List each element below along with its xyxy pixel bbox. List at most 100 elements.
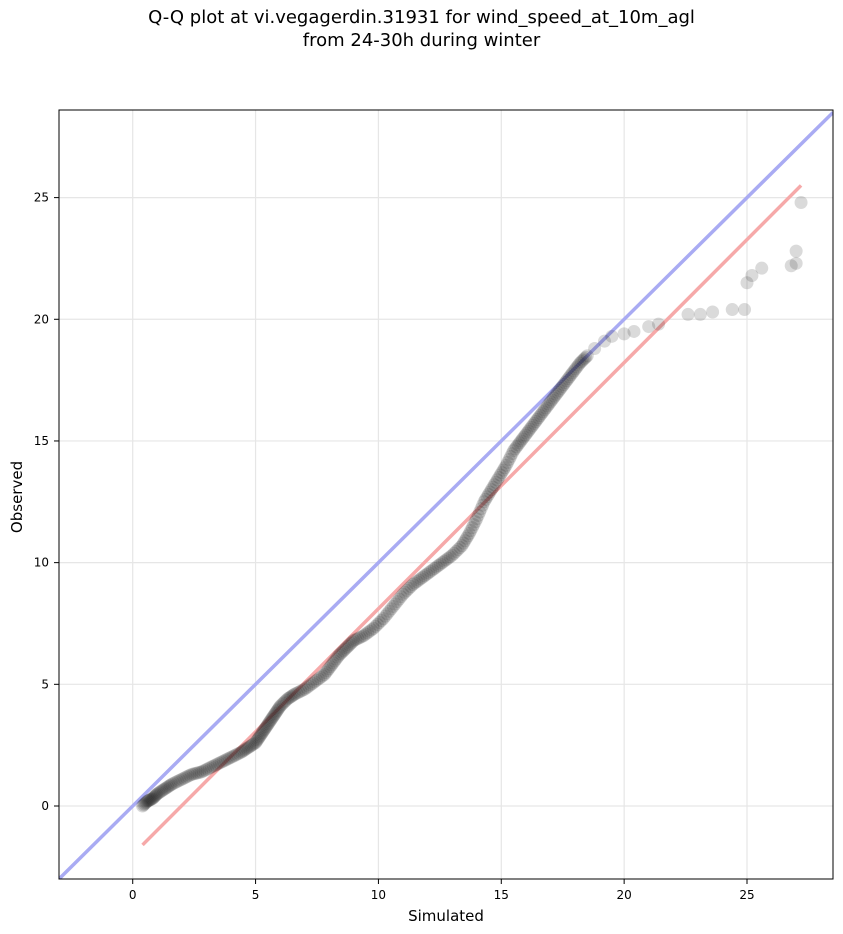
data-point <box>529 414 543 428</box>
data-point <box>508 442 522 456</box>
data-point <box>355 630 369 644</box>
data-point <box>384 602 398 616</box>
data-point <box>517 430 531 444</box>
data-point <box>241 741 255 755</box>
data-point <box>349 633 363 647</box>
data-point <box>243 740 257 754</box>
data-point <box>365 623 379 637</box>
data-point <box>169 775 183 789</box>
data-point <box>414 572 428 586</box>
data-point <box>249 736 263 750</box>
data-point <box>555 379 569 393</box>
data-point <box>558 376 572 390</box>
data-point <box>474 502 488 516</box>
data-point <box>418 569 432 583</box>
data-point <box>394 590 408 604</box>
data-point <box>557 378 571 392</box>
data-point <box>300 681 314 695</box>
y-tick-label: 0 <box>41 799 49 813</box>
x-tick-label: 10 <box>371 888 386 902</box>
data-point <box>563 370 577 384</box>
data-point <box>363 624 377 638</box>
data-point <box>486 480 500 494</box>
data-point <box>540 399 554 413</box>
data-point <box>510 440 524 454</box>
data-point <box>191 766 205 780</box>
data-point <box>257 723 271 737</box>
data-point <box>433 557 447 571</box>
chart-title-line-1: Q-Q plot at vi.vegagerdin.31931 for wind… <box>148 7 695 28</box>
data-point <box>173 773 187 787</box>
data-point <box>282 691 296 705</box>
x-tick-label: 5 <box>252 888 260 902</box>
data-point <box>138 796 152 810</box>
data-point <box>512 436 526 450</box>
data-point <box>542 397 556 411</box>
data-point <box>204 760 218 774</box>
axis-ticks: 0 5 10 15 20 25 0 5 10 15 20 25 <box>34 191 755 902</box>
x-tick-label: 20 <box>617 888 632 902</box>
data-point <box>220 752 234 766</box>
data-point <box>484 483 498 497</box>
data-point <box>404 579 418 593</box>
data-point <box>560 374 574 388</box>
data-point <box>251 733 265 747</box>
data-point <box>238 743 252 757</box>
data-point <box>276 696 290 710</box>
data-point <box>566 366 580 380</box>
data-point <box>146 791 160 805</box>
data-point <box>279 693 293 707</box>
data-point <box>361 626 375 640</box>
identity-line <box>59 111 833 879</box>
data-point <box>267 708 281 722</box>
data-point <box>392 592 406 606</box>
y-tick-label: 20 <box>34 312 49 326</box>
data-point <box>458 534 472 548</box>
data-point <box>422 566 436 580</box>
data-point <box>580 349 594 363</box>
data-point <box>402 581 416 595</box>
data-point <box>328 654 342 668</box>
data-point <box>465 521 479 535</box>
data-point <box>265 711 279 725</box>
data-point <box>246 738 260 752</box>
data-point <box>487 478 501 492</box>
data-point <box>153 785 167 799</box>
grid-lines <box>59 110 833 879</box>
data-point <box>479 492 493 506</box>
data-point <box>545 393 559 407</box>
data-point <box>183 768 197 782</box>
data-point <box>310 673 324 687</box>
data-point <box>252 731 266 745</box>
data-point <box>319 666 333 680</box>
x-tick-label: 15 <box>494 888 509 902</box>
data-point <box>499 458 513 472</box>
data-point <box>283 690 297 704</box>
data-point <box>234 745 248 759</box>
data-point <box>304 678 318 692</box>
data-point <box>789 256 803 270</box>
data-points <box>136 195 808 813</box>
data-point <box>400 583 414 597</box>
data-point <box>137 798 151 812</box>
data-point <box>200 762 214 776</box>
data-point <box>206 759 220 773</box>
chart-title-line-2: from 24-30h during winter <box>302 30 541 51</box>
data-point <box>142 793 156 807</box>
data-point <box>302 679 316 693</box>
data-point <box>275 698 289 712</box>
data-point <box>570 360 584 374</box>
data-point <box>652 317 666 331</box>
data-point <box>149 788 163 802</box>
data-point <box>224 750 238 764</box>
data-point <box>156 783 170 797</box>
data-point <box>152 786 166 800</box>
data-point <box>341 639 355 653</box>
data-point <box>222 751 236 765</box>
data-point <box>261 717 275 731</box>
data-point <box>269 705 283 719</box>
data-point <box>337 644 351 658</box>
data-point <box>507 444 521 458</box>
data-point <box>292 685 306 699</box>
data-point <box>161 780 175 794</box>
